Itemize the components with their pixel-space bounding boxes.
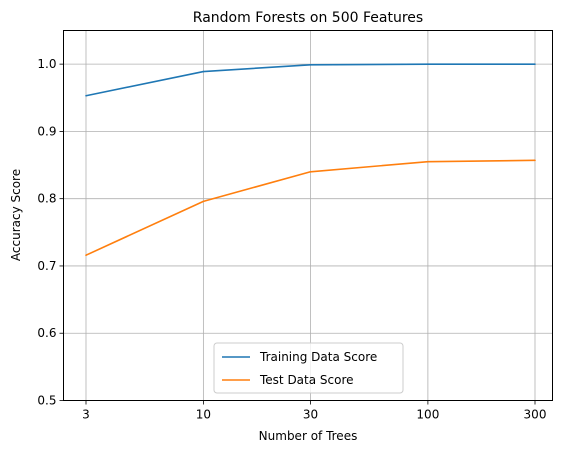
- legend: Training Data Score Test Data Score: [213, 342, 404, 394]
- y-tick-label: 0.9: [37, 124, 56, 138]
- data-point: [534, 159, 536, 162]
- legend-label: Training Data Score: [259, 350, 377, 364]
- y-axis-ticks: 0.5 0.6 0.7 0.8 0.9 1.0: [37, 57, 64, 408]
- data-point: [85, 94, 87, 97]
- x-axis-ticks: 3 10 30 100 300: [82, 400, 547, 422]
- data-point: [85, 254, 87, 256]
- data-point: [202, 70, 205, 73]
- data-point: [202, 200, 205, 203]
- y-tick-label: 0.7: [37, 259, 56, 273]
- legend-box: [213, 342, 404, 394]
- data-point: [427, 63, 429, 65]
- x-tick-label: 3: [82, 408, 90, 422]
- chart-title: Random Forests on 500 Features: [193, 10, 423, 26]
- y-axis-label: Accuracy Score: [9, 169, 23, 261]
- plot-frame: [63, 30, 553, 401]
- x-tick-label: 100: [416, 408, 439, 422]
- legend-label: Test Data Score: [259, 373, 354, 387]
- series-layer: [85, 63, 536, 256]
- data-point: [309, 64, 312, 66]
- data-point: [534, 63, 536, 65]
- x-tick-label: 10: [196, 408, 211, 422]
- data-point: [309, 170, 312, 173]
- y-tick-label: 1.0: [37, 57, 56, 71]
- x-tick-label: 30: [303, 408, 318, 422]
- x-axis-label: Number of Trees: [259, 429, 358, 443]
- y-tick-label: 0.8: [37, 192, 56, 206]
- y-tick-label: 0.5: [37, 394, 56, 408]
- y-tick-label: 0.6: [37, 326, 56, 340]
- x-tick-label: 300: [524, 408, 547, 422]
- data-point: [427, 160, 429, 163]
